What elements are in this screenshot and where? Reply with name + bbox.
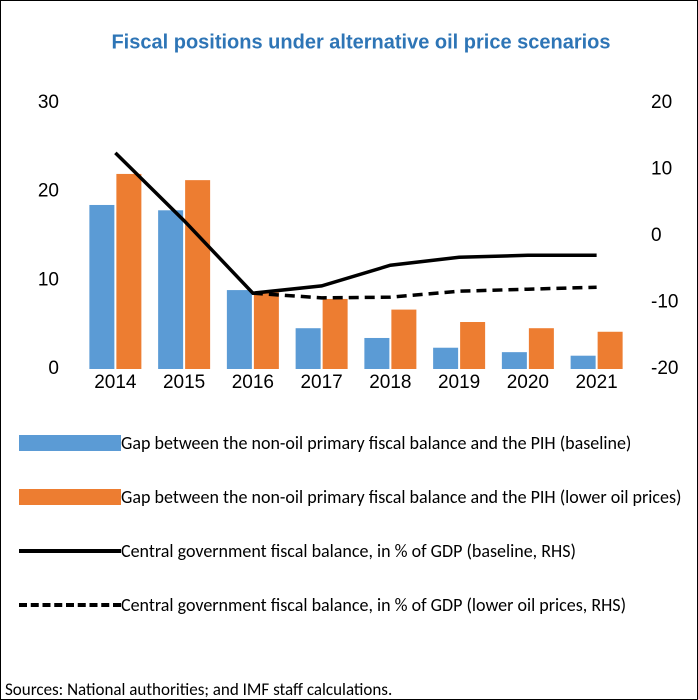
legend-label: Central government fiscal balance, in % … [121,594,627,616]
legend-swatch [19,549,121,553]
bar [528,328,554,369]
bar [226,290,252,369]
source-note: Sources: National authorities; and IMF s… [5,679,393,700]
legend-swatch [19,435,121,451]
legend-label: Central government fiscal balance, in % … [121,540,576,562]
y-tick-label: 20 [38,181,59,202]
bar [433,347,459,369]
x-tick-label: 2015 [163,372,205,393]
line-series [114,151,597,296]
legend-swatch [19,603,121,607]
bar [501,352,527,369]
line-series [252,285,597,300]
bar [597,331,623,369]
y2-tick-label: -10 [651,292,678,313]
y2-tick-label: 20 [651,92,672,113]
bar [322,298,348,369]
y2-tick-label: 0 [651,225,662,246]
bar [116,173,142,369]
x-tick-label: 2014 [94,372,137,393]
legend-label: Gap between the non-oil primary fiscal b… [121,432,632,454]
bar [295,328,321,369]
bar [570,355,596,369]
bar [158,210,184,369]
bar [89,204,115,369]
x-tick-label: 2020 [507,372,549,393]
x-tick-label: 2016 [232,372,274,393]
y2-tick-label: 10 [651,159,672,180]
bar [391,309,417,369]
y-tick-label: 0 [48,358,59,379]
bar [253,291,279,369]
bar [460,322,486,369]
y2-tick-label: -20 [651,358,678,379]
x-tick-label: 2019 [438,372,480,393]
chart-title: Fiscal positions under alternative oil p… [111,31,610,53]
bar [364,337,390,369]
bar [185,180,211,369]
x-tick-label: 2018 [369,372,411,393]
legend-swatch [19,489,121,505]
x-tick-label: 2021 [575,372,617,393]
chart: Fiscal positions under alternative oil p… [38,31,679,393]
x-tick-label: 2017 [300,372,342,393]
y-tick-label: 30 [38,92,59,113]
legend-label: Gap between the non-oil primary fiscal b… [121,486,682,508]
y-tick-label: 10 [38,269,59,290]
